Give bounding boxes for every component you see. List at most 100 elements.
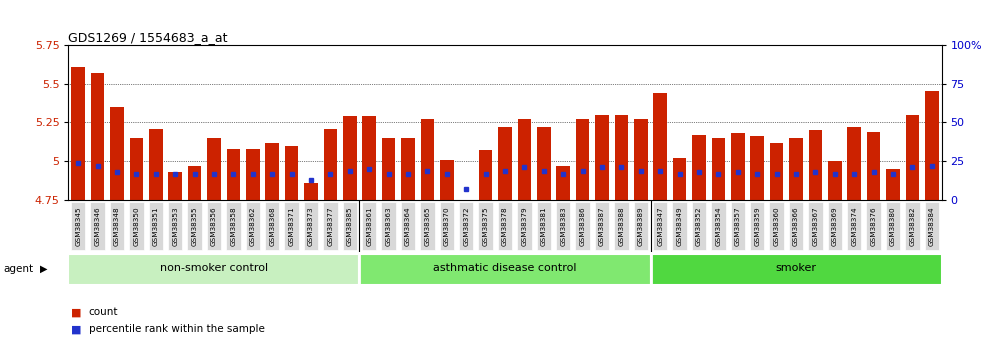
FancyBboxPatch shape bbox=[459, 202, 473, 250]
Bar bbox=[867, 132, 880, 200]
Text: ■: ■ bbox=[70, 307, 81, 317]
Bar bbox=[359, 254, 651, 285]
Bar bbox=[285, 146, 298, 200]
FancyBboxPatch shape bbox=[866, 202, 881, 250]
Text: GSM38369: GSM38369 bbox=[832, 206, 838, 246]
Bar bbox=[712, 138, 725, 200]
Text: GSM38358: GSM38358 bbox=[231, 206, 237, 246]
Text: GSM38374: GSM38374 bbox=[851, 206, 857, 246]
Bar bbox=[363, 116, 376, 200]
FancyBboxPatch shape bbox=[537, 202, 551, 250]
Bar bbox=[905, 115, 919, 200]
Text: GSM38385: GSM38385 bbox=[346, 206, 352, 246]
Text: GSM38377: GSM38377 bbox=[327, 206, 333, 246]
Bar bbox=[886, 169, 900, 200]
Bar bbox=[421, 119, 434, 200]
FancyBboxPatch shape bbox=[769, 202, 783, 250]
Bar bbox=[168, 172, 182, 200]
Text: ■: ■ bbox=[70, 325, 81, 334]
Text: GSM38375: GSM38375 bbox=[482, 206, 488, 246]
Text: GSM38345: GSM38345 bbox=[76, 206, 82, 246]
Bar bbox=[343, 116, 356, 200]
Bar bbox=[478, 150, 492, 200]
Text: GDS1269 / 1554683_a_at: GDS1269 / 1554683_a_at bbox=[68, 31, 228, 44]
FancyBboxPatch shape bbox=[478, 202, 492, 250]
Text: GSM38373: GSM38373 bbox=[308, 206, 314, 246]
Text: GSM38354: GSM38354 bbox=[715, 206, 721, 246]
Text: GSM38347: GSM38347 bbox=[658, 206, 664, 246]
Text: GSM38367: GSM38367 bbox=[813, 206, 819, 246]
Bar bbox=[68, 254, 359, 285]
Text: GSM38378: GSM38378 bbox=[502, 206, 508, 246]
Text: GSM38365: GSM38365 bbox=[424, 206, 430, 246]
Text: GSM38349: GSM38349 bbox=[677, 206, 683, 246]
Bar bbox=[557, 166, 570, 200]
Bar bbox=[673, 158, 687, 200]
Text: ▶: ▶ bbox=[40, 264, 47, 274]
Bar bbox=[537, 127, 551, 200]
Bar bbox=[848, 127, 861, 200]
FancyBboxPatch shape bbox=[633, 202, 648, 250]
Text: GSM38361: GSM38361 bbox=[367, 206, 373, 246]
Bar bbox=[266, 143, 279, 200]
FancyBboxPatch shape bbox=[304, 202, 318, 250]
Bar bbox=[440, 160, 453, 200]
FancyBboxPatch shape bbox=[401, 202, 415, 250]
FancyBboxPatch shape bbox=[828, 202, 842, 250]
Text: GSM38388: GSM38388 bbox=[618, 206, 624, 246]
Bar bbox=[692, 135, 706, 200]
FancyBboxPatch shape bbox=[711, 202, 726, 250]
FancyBboxPatch shape bbox=[673, 202, 687, 250]
FancyBboxPatch shape bbox=[809, 202, 823, 250]
Text: GSM38352: GSM38352 bbox=[696, 206, 702, 246]
FancyBboxPatch shape bbox=[382, 202, 396, 250]
Bar bbox=[110, 107, 124, 200]
Bar bbox=[187, 166, 201, 200]
Bar bbox=[323, 129, 337, 200]
FancyBboxPatch shape bbox=[110, 202, 124, 250]
Text: GSM38381: GSM38381 bbox=[541, 206, 547, 246]
FancyBboxPatch shape bbox=[905, 202, 919, 250]
FancyBboxPatch shape bbox=[731, 202, 745, 250]
Bar bbox=[518, 119, 532, 200]
Text: GSM38364: GSM38364 bbox=[405, 206, 411, 246]
FancyBboxPatch shape bbox=[692, 202, 706, 250]
FancyBboxPatch shape bbox=[323, 202, 337, 250]
Text: GSM38359: GSM38359 bbox=[754, 206, 760, 246]
Text: GSM38356: GSM38356 bbox=[211, 206, 217, 246]
FancyBboxPatch shape bbox=[886, 202, 900, 250]
FancyBboxPatch shape bbox=[847, 202, 861, 250]
FancyBboxPatch shape bbox=[750, 202, 764, 250]
FancyBboxPatch shape bbox=[614, 202, 628, 250]
FancyBboxPatch shape bbox=[187, 202, 201, 250]
FancyBboxPatch shape bbox=[924, 202, 939, 250]
Bar bbox=[595, 115, 609, 200]
Bar bbox=[731, 134, 744, 200]
Text: percentile rank within the sample: percentile rank within the sample bbox=[89, 325, 265, 334]
Text: GSM38355: GSM38355 bbox=[191, 206, 197, 246]
Text: GSM38382: GSM38382 bbox=[909, 206, 915, 246]
Text: GSM38353: GSM38353 bbox=[172, 206, 178, 246]
FancyBboxPatch shape bbox=[497, 202, 513, 250]
FancyBboxPatch shape bbox=[246, 202, 260, 250]
FancyBboxPatch shape bbox=[227, 202, 241, 250]
FancyBboxPatch shape bbox=[129, 202, 144, 250]
FancyBboxPatch shape bbox=[575, 202, 590, 250]
Bar bbox=[789, 138, 803, 200]
FancyBboxPatch shape bbox=[91, 202, 105, 250]
Text: GSM38350: GSM38350 bbox=[133, 206, 139, 246]
Text: GSM38371: GSM38371 bbox=[289, 206, 295, 246]
Text: GSM38389: GSM38389 bbox=[637, 206, 643, 246]
FancyBboxPatch shape bbox=[595, 202, 609, 250]
Bar bbox=[130, 138, 143, 200]
FancyBboxPatch shape bbox=[518, 202, 532, 250]
Text: GSM38379: GSM38379 bbox=[522, 206, 528, 246]
FancyBboxPatch shape bbox=[342, 202, 356, 250]
Bar bbox=[925, 91, 939, 200]
FancyBboxPatch shape bbox=[440, 202, 454, 250]
FancyBboxPatch shape bbox=[168, 202, 182, 250]
Bar bbox=[149, 129, 162, 200]
Text: GSM38372: GSM38372 bbox=[463, 206, 469, 246]
Bar bbox=[304, 183, 318, 200]
FancyBboxPatch shape bbox=[363, 202, 377, 250]
